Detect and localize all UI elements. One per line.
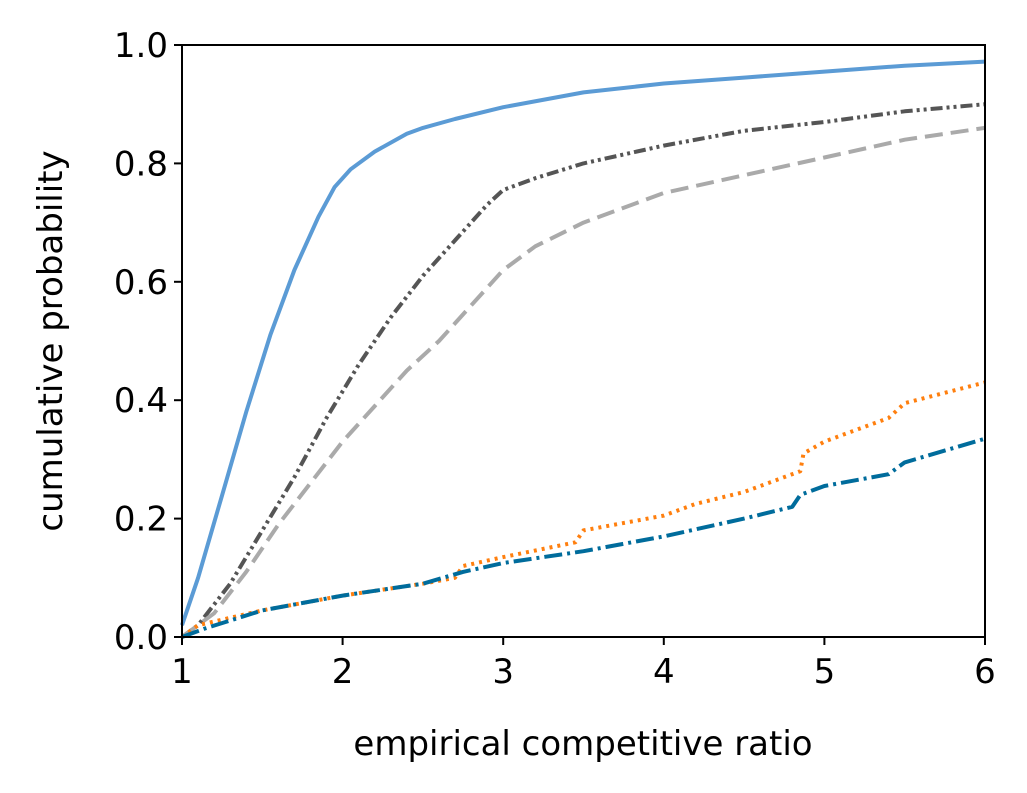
y-tick-label: 0.2 [114, 500, 168, 540]
plot-frame [181, 44, 986, 638]
y-tick-label: 0.0 [114, 618, 168, 658]
series-line-dash-dot-teal [181, 436, 986, 639]
series-line-solid-blue [180, 59, 986, 626]
x-axis-label: empirical competitive ratio [353, 724, 812, 764]
x-axis: 1 2 3 4 5 6 [171, 637, 996, 692]
y-axis: 0.0 0.2 0.4 0.6 0.8 1.0 [114, 26, 182, 658]
x-tick-label: 6 [974, 652, 996, 692]
x-tick-label: 2 [332, 652, 354, 692]
series-layer [180, 59, 986, 639]
series-line-dashed-lightgray [180, 125, 986, 639]
x-tick-label: 3 [492, 652, 514, 692]
y-tick-label: 0.4 [114, 381, 168, 421]
y-axis-label: cumulative probability [31, 150, 71, 531]
x-tick-label: 5 [814, 652, 836, 692]
x-tick-label: 1 [171, 652, 193, 692]
x-tick-label: 4 [653, 652, 675, 692]
y-tick-label: 0.6 [114, 263, 168, 303]
y-tick-label: 1.0 [114, 26, 168, 66]
series-line-dotted-orange [180, 380, 986, 639]
y-tick-label: 0.8 [114, 144, 168, 184]
series-line-dash-dot-dot-darkgray [180, 102, 986, 639]
